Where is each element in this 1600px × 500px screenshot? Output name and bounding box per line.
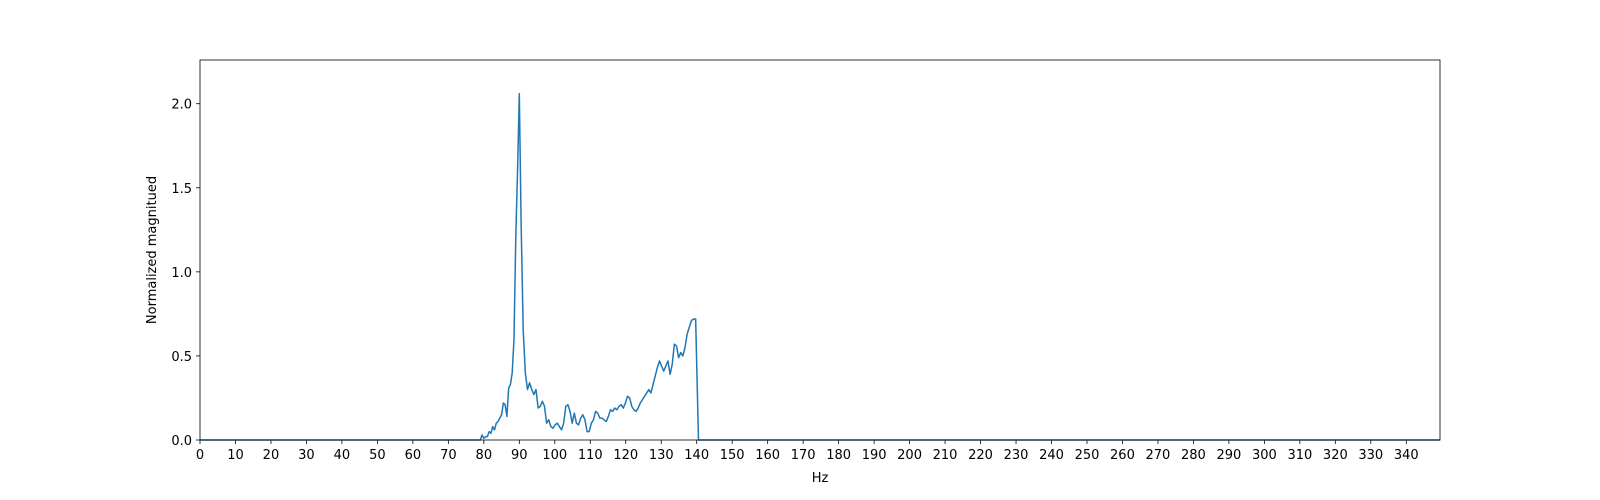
x-tick-label: 70: [440, 448, 457, 463]
x-tick-label: 240: [1039, 448, 1064, 463]
x-tick-label: 190: [862, 448, 887, 463]
x-tick-label: 60: [405, 448, 422, 463]
y-tick-label: 0.5: [171, 350, 192, 365]
x-tick-label: 340: [1394, 448, 1419, 463]
x-tick-label: 230: [1004, 448, 1029, 463]
x-tick-label: 80: [476, 448, 493, 463]
y-axis-label: Normalized magnitued: [145, 176, 160, 324]
x-tick-label: 100: [542, 448, 567, 463]
x-tick-label: 30: [298, 448, 315, 463]
x-tick-label: 200: [897, 448, 922, 463]
x-tick-label: 330: [1358, 448, 1383, 463]
x-tick-label: 140: [684, 448, 709, 463]
x-tick-label: 130: [649, 448, 674, 463]
x-tick-label: 210: [933, 448, 958, 463]
x-tick-label: 250: [1075, 448, 1100, 463]
x-tick-label: 160: [755, 448, 780, 463]
y-tick-label: 2.0: [171, 98, 192, 113]
data-line: [200, 92, 1440, 441]
x-tick-label: 300: [1252, 448, 1277, 463]
x-tick-label: 10: [227, 448, 244, 463]
y-tick-label: 0.0: [171, 434, 192, 449]
x-tick-label: 110: [578, 448, 603, 463]
x-tick-label: 310: [1287, 448, 1312, 463]
x-tick-label: 0: [196, 448, 204, 463]
x-tick-label: 90: [511, 448, 528, 463]
x-tick-label: 290: [1216, 448, 1241, 463]
x-tick-label: 150: [720, 448, 745, 463]
y-tick-label: 1.0: [171, 266, 192, 281]
x-tick-label: 220: [968, 448, 993, 463]
x-tick-label: 270: [1146, 448, 1171, 463]
x-tick-label: 320: [1323, 448, 1348, 463]
x-tick-label: 170: [791, 448, 816, 463]
x-tick-label: 40: [334, 448, 351, 463]
x-tick-label: 50: [369, 448, 386, 463]
x-tick-label: 280: [1181, 448, 1206, 463]
x-tick-label: 20: [263, 448, 280, 463]
x-tick-label: 120: [613, 448, 638, 463]
plot-frame: [199, 59, 1441, 441]
y-tick-label: 1.5: [171, 182, 192, 197]
x-tick-label: 260: [1110, 448, 1135, 463]
x-axis-label: Hz: [812, 471, 829, 486]
x-tick-label: 180: [826, 448, 851, 463]
